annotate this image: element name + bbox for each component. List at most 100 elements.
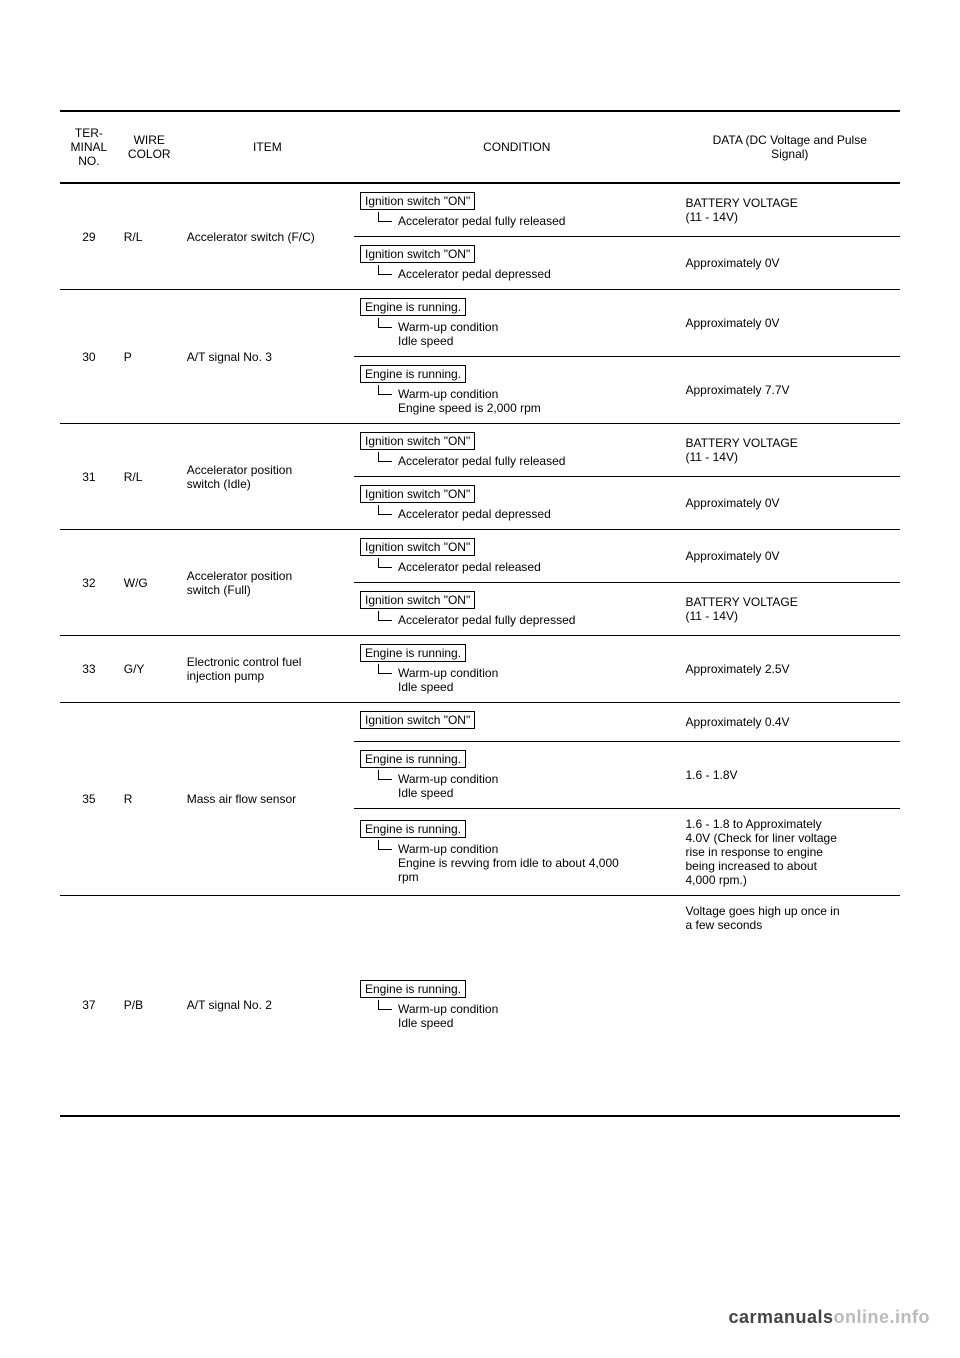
condition-subtext: Accelerator pedal depressed bbox=[398, 507, 551, 521]
cell-item: Mass air flow sensor bbox=[181, 703, 354, 896]
cell-wire: P/B bbox=[118, 896, 181, 1116]
condition-box: Ignition switch "ON" bbox=[360, 485, 475, 503]
cell-wire: G/Y bbox=[118, 636, 181, 703]
cell-data: 1.6 - 1.8 to Approximately4.0V (Check fo… bbox=[680, 809, 901, 896]
condition-box: Engine is running. bbox=[360, 820, 466, 838]
cell-data: Approximately 2.5V bbox=[680, 636, 901, 703]
cell-data: Voltage goes high up once ina few second… bbox=[680, 896, 901, 1116]
condition-subtext: Warm-up conditionEngine is revving from … bbox=[398, 842, 619, 884]
condition-subtext: Warm-up conditionIdle speed bbox=[398, 772, 498, 800]
cell-terminal: 33 bbox=[60, 636, 118, 703]
header-condition: CONDITION bbox=[354, 111, 680, 183]
cell-item: Electronic control fuelinjection pump bbox=[181, 636, 354, 703]
tree-connector-icon bbox=[378, 385, 392, 395]
condition-subtree: Accelerator pedal fully released bbox=[378, 454, 674, 468]
cell-condition: Ignition switch "ON"Accelerator pedal fu… bbox=[354, 183, 680, 237]
cell-condition: Ignition switch "ON" Accelerator pedal de… bbox=[354, 477, 680, 530]
condition-subtext: Accelerator pedal released bbox=[398, 560, 541, 574]
condition-box: Engine is running. bbox=[360, 365, 466, 383]
condition-subtext: Accelerator pedal depressed bbox=[398, 267, 551, 281]
condition-subtree: Accelerator pedal released bbox=[378, 560, 674, 574]
condition-subtext: Warm-up conditionIdle speed bbox=[398, 320, 498, 348]
condition-subtext: Accelerator pedal fully released bbox=[398, 454, 565, 468]
cell-condition: Engine is running. Warm-up conditionIdle … bbox=[354, 636, 680, 703]
cell-wire: R bbox=[118, 703, 181, 896]
cell-condition: Engine is running. Warm-up conditionIdle … bbox=[354, 742, 680, 809]
condition-box: Ignition switch "ON" bbox=[360, 245, 475, 263]
condition-subtree: Accelerator pedal fully depressed bbox=[378, 613, 674, 627]
header-data: DATA (DC Voltage and PulseSignal) bbox=[680, 111, 901, 183]
tree-connector-icon bbox=[378, 770, 392, 780]
condition-box: Engine is running. bbox=[360, 980, 466, 998]
cell-data: Approximately 7.7V bbox=[680, 357, 901, 424]
table-row: 37P/BA/T signal No. 2 Engine is running. W… bbox=[60, 896, 900, 1116]
tree-connector-icon bbox=[378, 212, 392, 222]
cell-condition: Engine is running. Warm-up conditionIdle … bbox=[354, 290, 680, 357]
tree-connector-icon bbox=[378, 265, 392, 275]
cell-condition: Ignition switch "ON" Accelerator pedal re… bbox=[354, 530, 680, 583]
condition-subtree: Warm-up conditionIdle speed bbox=[378, 772, 674, 800]
condition-subtext: Warm-up conditionIdle speed bbox=[398, 1002, 498, 1030]
cell-condition: Engine is running. Warm-up conditionEngin… bbox=[354, 809, 680, 896]
condition-subtree: Accelerator pedal depressed bbox=[378, 267, 674, 281]
table-row: 31R/LAccelerator positionswitch (Idle)Ig… bbox=[60, 424, 900, 477]
condition-subtext: Accelerator pedal fully released bbox=[398, 214, 565, 228]
cell-data: BATTERY VOLTAGE(11 - 14V) bbox=[680, 183, 901, 237]
cell-data: BATTERY VOLTAGE(11 - 14V) bbox=[680, 583, 901, 636]
condition-box: Engine is running. bbox=[360, 298, 466, 316]
condition-subtree: Warm-up conditionIdle speed bbox=[378, 666, 674, 694]
tree-connector-icon bbox=[378, 1000, 392, 1010]
condition-subtree: Accelerator pedal depressed bbox=[378, 507, 674, 521]
cell-condition: Ignition switch "ON" Accelerator pedal de… bbox=[354, 237, 680, 290]
footer-brand: carmanualsonline.info bbox=[728, 1307, 930, 1328]
cell-data: BATTERY VOLTAGE(11 - 14V) bbox=[680, 424, 901, 477]
tree-connector-icon bbox=[378, 318, 392, 328]
cell-item: A/T signal No. 3 bbox=[181, 290, 354, 424]
cell-terminal: 37 bbox=[60, 896, 118, 1116]
cell-data: Approximately 0V bbox=[680, 477, 901, 530]
condition-subtext: Accelerator pedal fully depressed bbox=[398, 613, 575, 627]
cell-condition: Engine is running. Warm-up conditionEngin… bbox=[354, 357, 680, 424]
footer-brand-dark: carmanuals bbox=[728, 1307, 833, 1327]
cell-terminal: 30 bbox=[60, 290, 118, 424]
condition-subtree: Warm-up conditionEngine is revving from … bbox=[378, 842, 674, 884]
cell-data: 1.6 - 1.8V bbox=[680, 742, 901, 809]
cell-data: Approximately 0V bbox=[680, 530, 901, 583]
tree-connector-icon bbox=[378, 505, 392, 515]
cell-data: Approximately 0V bbox=[680, 237, 901, 290]
cell-terminal: 29 bbox=[60, 183, 118, 290]
cell-data: Approximately 0V bbox=[680, 290, 901, 357]
cell-terminal: 32 bbox=[60, 530, 118, 636]
document-page: TER-MINALNO. WIRECOLOR ITEM CONDITION DA… bbox=[0, 0, 960, 1358]
condition-subtree: Warm-up conditionIdle speed bbox=[378, 1002, 674, 1030]
condition-box: Ignition switch "ON" bbox=[360, 591, 475, 609]
cell-terminal: 31 bbox=[60, 424, 118, 530]
cell-condition: Engine is running. Warm-up conditionIdle … bbox=[354, 896, 680, 1116]
table-body: 29R/LAccelerator switch (F/C)Ignition sw… bbox=[60, 183, 900, 1116]
condition-subtext: Warm-up conditionEngine speed is 2,000 r… bbox=[398, 387, 541, 415]
cell-condition: Ignition switch "ON" Accelerator pedal fu… bbox=[354, 583, 680, 636]
cell-wire: W/G bbox=[118, 530, 181, 636]
cell-wire: R/L bbox=[118, 183, 181, 290]
tree-connector-icon bbox=[378, 558, 392, 568]
condition-box: Ignition switch "ON" bbox=[360, 711, 475, 729]
cell-item: Accelerator positionswitch (Full) bbox=[181, 530, 354, 636]
cell-data: Approximately 0.4V bbox=[680, 703, 901, 742]
condition-box: Ignition switch "ON" bbox=[360, 538, 475, 556]
tree-connector-icon bbox=[378, 611, 392, 621]
cell-item: Accelerator positionswitch (Idle) bbox=[181, 424, 354, 530]
condition-subtext: Warm-up conditionIdle speed bbox=[398, 666, 498, 694]
table-row: 33G/YElectronic control fuelinjection pu… bbox=[60, 636, 900, 703]
table-row: 30PA/T signal No. 3Engine is running.War… bbox=[60, 290, 900, 357]
condition-box: Ignition switch "ON" bbox=[360, 432, 475, 450]
condition-box: Engine is running. bbox=[360, 644, 466, 662]
tree-connector-icon bbox=[378, 452, 392, 462]
cell-item: A/T signal No. 2 bbox=[181, 896, 354, 1116]
cell-condition: Ignition switch "ON" bbox=[354, 703, 680, 742]
condition-box: Engine is running. bbox=[360, 750, 466, 768]
condition-subtree: Accelerator pedal fully released bbox=[378, 214, 674, 228]
tree-connector-icon bbox=[378, 840, 392, 850]
table-row: 29R/LAccelerator switch (F/C)Ignition sw… bbox=[60, 183, 900, 237]
table-header-row: TER-MINALNO. WIRECOLOR ITEM CONDITION DA… bbox=[60, 111, 900, 183]
header-terminal: TER-MINALNO. bbox=[60, 111, 118, 183]
